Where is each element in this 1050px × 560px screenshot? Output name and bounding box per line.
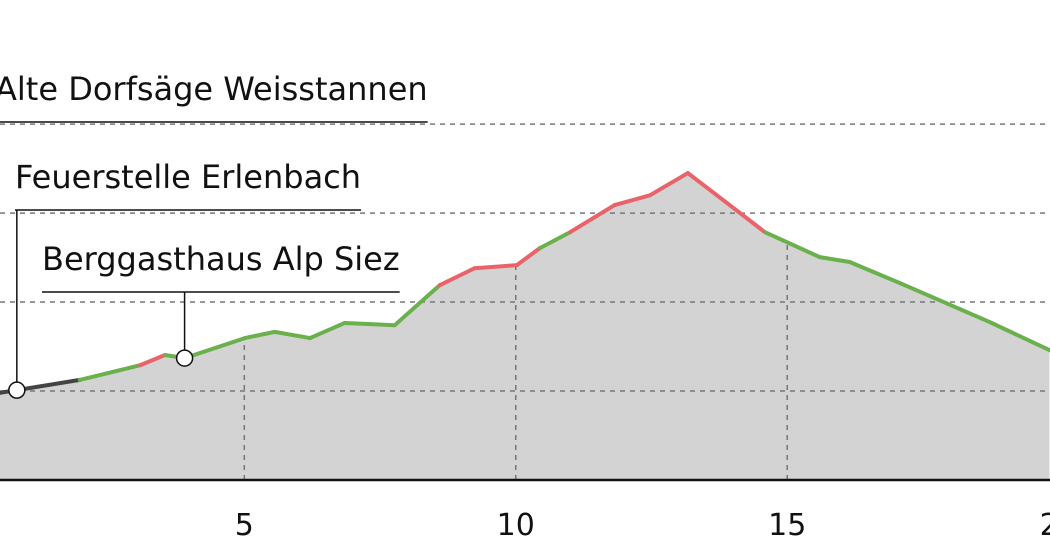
profile-segment — [987, 320, 1050, 353]
profile-segment — [537, 230, 573, 251]
area-fill — [0, 173, 1050, 480]
profile-segment — [14, 377, 82, 393]
annotation-label: Alte Dorfsäge Weisstannen — [0, 70, 428, 108]
profile-segment — [568, 203, 617, 235]
profile-segment — [727, 203, 767, 235]
profile-segment — [138, 352, 168, 368]
waypoint-marker — [175, 349, 194, 367]
profile-segment — [647, 171, 690, 198]
profile-segment — [847, 260, 902, 285]
profile-segment — [308, 320, 347, 341]
profile-segment — [392, 283, 442, 328]
x-tick-label: 20 — [1040, 508, 1050, 543]
profile-segment — [817, 255, 852, 265]
profile-segment — [77, 363, 143, 382]
profile-segment — [514, 246, 542, 268]
profile-segment — [685, 171, 732, 208]
profile-segment — [272, 329, 313, 341]
x-tick-label: 15 — [768, 508, 806, 543]
profile-segment — [182, 336, 247, 361]
profile-segment — [242, 329, 277, 341]
profile-segment — [342, 320, 397, 328]
profile-segment — [472, 263, 519, 271]
waypoint-marker — [8, 381, 26, 399]
profile-segment — [897, 280, 992, 325]
annotation-label: Feuerstelle Erlenbach — [15, 158, 361, 196]
x-tick-label: 10 — [497, 508, 535, 543]
profile-segment — [612, 193, 652, 208]
x-tick-label: 5 — [235, 508, 254, 543]
profile-segment — [437, 266, 477, 288]
annotation-label: Berggasthaus Alp Siez — [42, 240, 400, 278]
profile-segment — [762, 230, 822, 260]
